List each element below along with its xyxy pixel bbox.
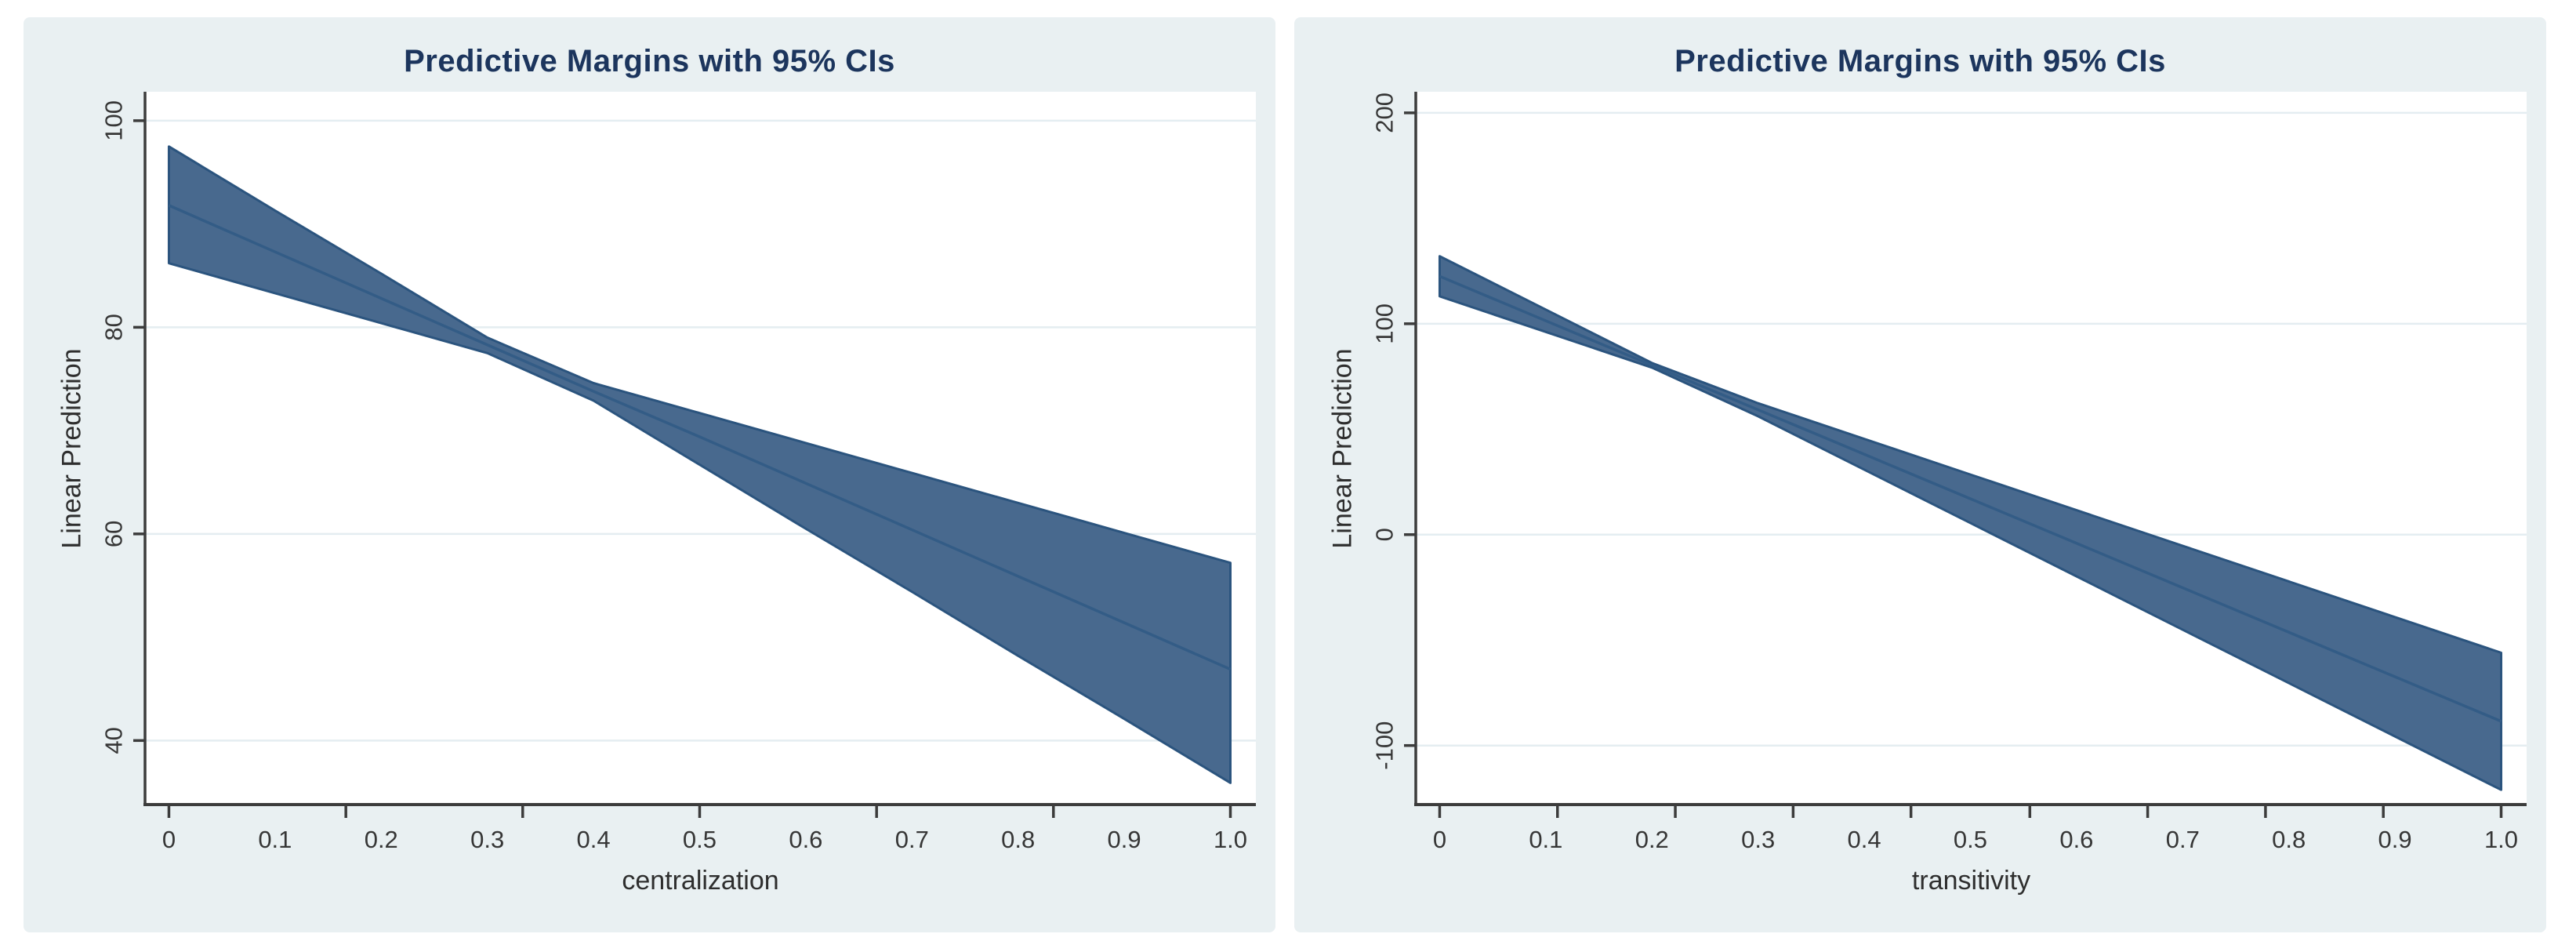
x-tick-label: 0.8 — [1001, 826, 1035, 853]
confidence-band — [1438, 255, 2503, 791]
y-tick-label: 100 — [1371, 303, 1399, 344]
confidence-band — [167, 145, 1232, 784]
x-tick-label: 0.1 — [258, 826, 292, 853]
x-tick-label: 0.8 — [2272, 826, 2306, 853]
x-tick-label: 0.5 — [683, 826, 717, 853]
y-tick-label: 60 — [100, 521, 128, 547]
y-tick-label: 200 — [1371, 93, 1399, 133]
x-axis-title: centralization — [622, 866, 779, 896]
y-tick-label: -100 — [1371, 721, 1399, 770]
x-tick-label: 0.7 — [2166, 826, 2200, 853]
y-axis-title: Linear Prediction — [1327, 348, 1358, 549]
x-tick-label: 1.0 — [2484, 826, 2518, 853]
x-tick-label: 0 — [1433, 826, 1446, 853]
x-tick-label: 0.4 — [577, 826, 611, 853]
x-axis-title: transitivity — [1911, 866, 2031, 896]
x-tick-label: 0.6 — [789, 826, 822, 853]
chart-title: Predictive Margins with 95% CIs — [404, 44, 895, 78]
mean-line — [1439, 274, 2502, 723]
x-tick-label: 0.2 — [365, 826, 398, 853]
y-tick-label: 40 — [100, 727, 128, 754]
x-tick-label: 0.4 — [1848, 826, 1881, 853]
mean-line — [168, 204, 1232, 671]
x-tick-label: 0.5 — [1954, 826, 1987, 853]
x-tick-label: 0.3 — [470, 826, 504, 853]
x-tick-label: 0.7 — [895, 826, 929, 853]
y-axis-title: Linear Prediction — [56, 348, 87, 549]
y-tick-label: 100 — [100, 100, 128, 141]
chart-card-centralization: Predictive Margins with 95% CIs 40 60 80 10… — [24, 17, 1275, 932]
chart-card-transitivity: Predictive Margins with 95% CIs -100 0 100… — [1294, 17, 2546, 932]
plot-transitivity: -100 0 100 200 0 0.1 0.2 0.3 0.4 0.5 0.6 0.7 0.8 0.9 1… — [1371, 92, 2527, 853]
chart-title: Predictive Margins with 95% CIs — [1674, 44, 2166, 78]
y-tick-label: 0 — [1371, 528, 1399, 541]
x-tick-label: 0 — [162, 826, 176, 853]
x-tick-label: 0.9 — [2378, 826, 2412, 853]
plot-centralization: 40 60 80 100 0 0.1 0.2 0.3 0.4 0.5 0.6 0.7 0.8 0.9 1.0 — [100, 92, 1256, 853]
x-tick-label: 0.9 — [1108, 826, 1141, 853]
x-tick-label: 1.0 — [1214, 826, 1247, 853]
x-tick-label: 0.1 — [1529, 826, 1562, 853]
x-tick-label: 0.6 — [2059, 826, 2093, 853]
x-tick-label: 0.2 — [1635, 826, 1669, 853]
y-tick-label: 80 — [100, 314, 128, 340]
x-tick-label: 0.3 — [1741, 826, 1775, 853]
